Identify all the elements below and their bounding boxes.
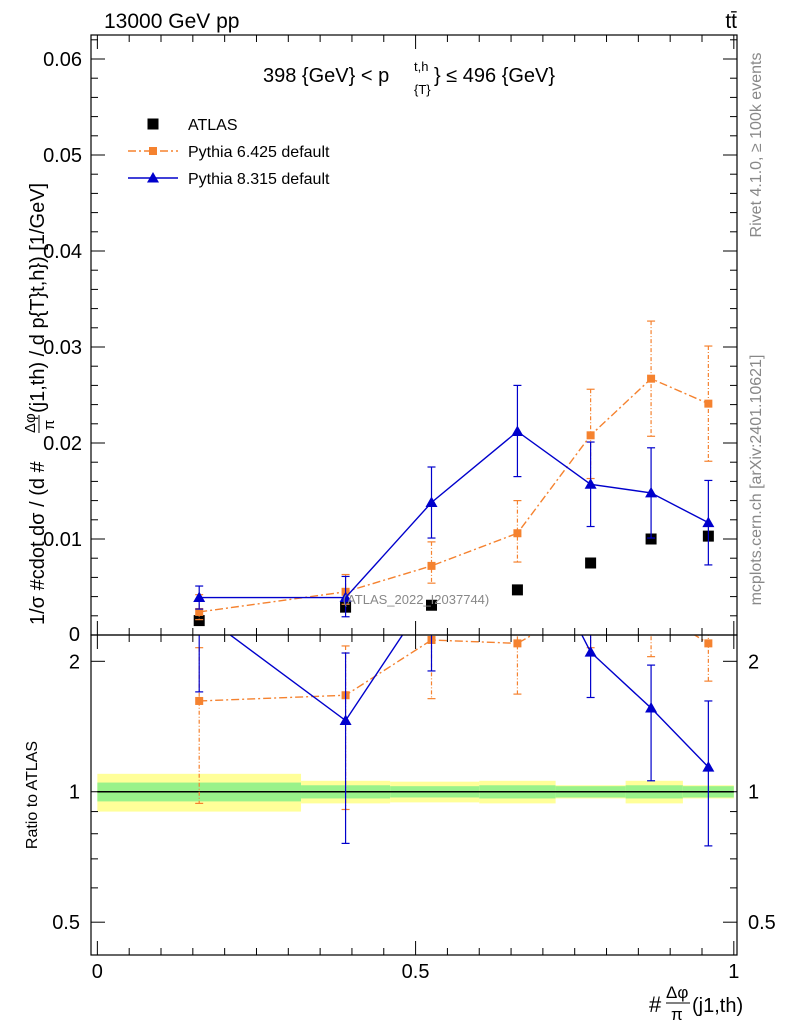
x-tick-label: 0.5 <box>402 961 430 983</box>
pythia-8-315-default-point <box>511 425 524 436</box>
ratio-panel: 0.5 0.5 1 1 2 2 Ratio to ATLAS <box>24 597 776 956</box>
title-sub: {T} <box>414 82 431 97</box>
x-tick-label: 0 <box>92 961 103 983</box>
y-tick-label: 0.01 <box>43 529 82 551</box>
analysis-watermark: (ATLAS_2022_I2037744) <box>343 592 489 607</box>
ratio-tick-label-right: 2 <box>748 651 759 673</box>
pythia-6-425-default-point <box>704 399 713 408</box>
pythia-6-425-default-ratio-point <box>647 604 655 612</box>
atlas-point <box>193 615 205 627</box>
chart-title: 398 {GeV} < p t,h {T} } ≤ 496 {GeV} <box>263 59 555 97</box>
legend-marker-pythia-6-425-default <box>149 147 157 155</box>
pythia-6-425-default-line <box>199 377 709 613</box>
legend-marker-atlas <box>147 118 159 130</box>
pythia-8-315-default-line <box>199 430 709 599</box>
ratio-tick-label-right: 0.5 <box>748 912 776 934</box>
legend-label-pythia-6-425-default: Pythia 6.425 default <box>188 144 330 161</box>
mcplots-label: mcplots.cern.ch [arXiv:2401.10621] <box>748 355 765 606</box>
pythia-8-315-default-point <box>702 516 715 528</box>
legend-label-pythia-8-315-default: Pythia 8.315 default <box>188 171 330 188</box>
atlas-point <box>426 599 438 611</box>
pythia-8-315-default-point <box>645 486 658 498</box>
main-panel: 0.01 0.02 0.03 0.04 0.05 0.06 0 398 {GeV} < p… <box>22 34 738 646</box>
y-tick-label: 0.06 <box>43 49 82 71</box>
pythia-8-315-default-point <box>425 496 438 508</box>
ratio-tick-label-left: 0.5 <box>52 912 80 934</box>
pythia-8-315-default-point <box>339 591 352 603</box>
pythia-6-425-default-point <box>647 374 656 383</box>
pythia-6-425-default-ratio-point <box>195 696 204 705</box>
pythia-8-315-default-point <box>584 478 597 489</box>
atlas-point <box>585 557 597 569</box>
y-tick-label: 0.02 <box>43 433 82 455</box>
y-axis-label-text: 1/σ #cdot dσ / (d # <box>27 460 49 625</box>
legend: ATLAS Pythia 6.425 default Pythia 8.315 de… <box>128 117 330 188</box>
x-axis-label-suffix: (j1,th) <box>692 995 743 1017</box>
pythia-8-315-default-ratio-point <box>339 714 352 726</box>
title-sup: t,h <box>414 59 428 74</box>
pythia-6-425-default-ratio-point <box>513 639 522 648</box>
y-axis-label-frac-num: Δφ <box>22 413 39 433</box>
process-label: tt̄ <box>725 10 737 33</box>
pythia-8-315-default-ratio-point <box>645 702 658 713</box>
ratio-tick-label-left: 1 <box>69 782 80 804</box>
pythia-6-425-default-point <box>195 607 204 616</box>
pythia-8-315-default-point <box>193 591 206 603</box>
ratio-frame <box>90 634 738 956</box>
energy-label: 13000 GeV pp <box>104 10 239 33</box>
atlas-point <box>645 533 657 545</box>
x-axis-label-frac-den: π <box>671 1005 683 1024</box>
y-tick-label-zero: 0 <box>69 624 80 646</box>
pythia-6-425-default-ratio-point <box>704 639 713 648</box>
legend-label-atlas: ATLAS <box>188 117 238 134</box>
rivet-version-label: Rivet 4.1.0, ≥ 100k events <box>748 53 765 238</box>
pythia-6-425-default-point <box>586 431 595 440</box>
y-axis-label-tail: (j1,th) / d p{T}t,h}) [1/GeV] <box>27 183 49 413</box>
y-tick-label: 0.04 <box>43 241 82 263</box>
ratio-axis-label: Ratio to ATLAS <box>24 741 41 849</box>
pythia-8-315-default-ratio-line <box>229 635 709 768</box>
y-tick-label: 0.03 <box>43 337 82 359</box>
y-axis-label: 1/σ #cdot dσ / (d # Δφ π (j1,th) / d p{T… <box>22 183 58 625</box>
x-axis-label-frac-num: Δφ <box>666 983 688 1002</box>
pythia-6-425-default-ratio-line <box>199 635 709 702</box>
x-tick-label: 1 <box>728 961 739 983</box>
pythia-8-315-default-ratio-point <box>584 646 597 657</box>
title-left: 398 {GeV} < p <box>263 65 389 87</box>
pythia-6-425-default-point <box>513 529 522 538</box>
ratio-tick-label-right: 1 <box>748 782 759 804</box>
pythia-8-315-default-ratio-point <box>702 761 715 772</box>
title-right: } ≤ 496 {GeV} <box>434 65 555 87</box>
legend-marker-pythia-8-315-default <box>147 172 159 183</box>
x-axis-label-prefix: # <box>649 992 662 1017</box>
y-axis-label-frac-den: π <box>41 420 58 430</box>
x-axis-label: # Δφ π (j1,th) <box>649 983 743 1024</box>
atlas-point <box>511 584 523 596</box>
ratio-tick-label-left: 2 <box>69 651 80 673</box>
pythia-6-425-default-point <box>427 561 436 570</box>
y-tick-label: 0.05 <box>43 145 82 167</box>
pythia-6-425-default-ratio-point <box>587 597 595 605</box>
